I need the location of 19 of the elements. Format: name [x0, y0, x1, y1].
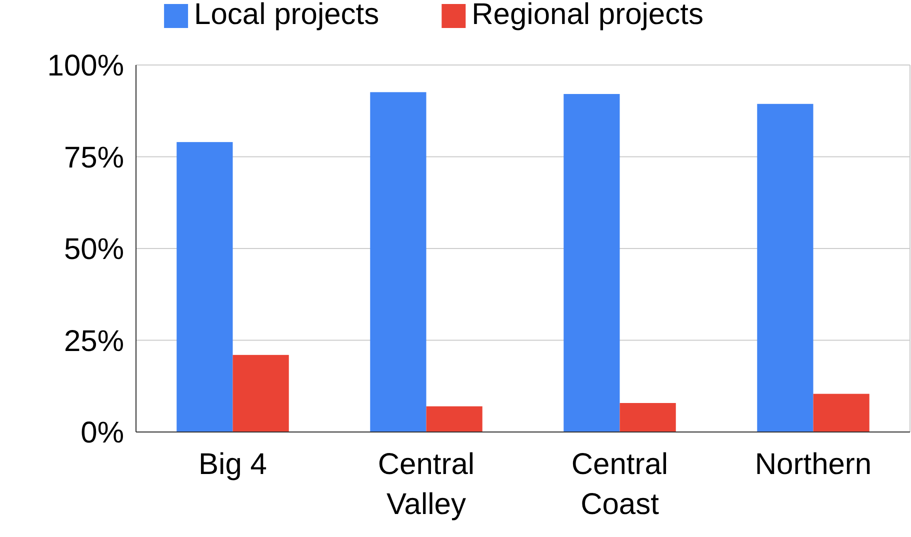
legend-label: Regional projects — [472, 0, 704, 31]
legend-label: Local projects — [194, 0, 380, 31]
bar — [232, 354, 289, 432]
x-tick-label: Northern — [754, 448, 872, 481]
y-tick-label: 100% — [47, 50, 124, 82]
bar — [370, 92, 426, 432]
bar — [757, 104, 814, 432]
bar — [813, 394, 870, 432]
bar — [426, 406, 482, 432]
bar — [176, 142, 233, 432]
y-tick-label: 25% — [64, 324, 124, 358]
bar — [620, 403, 676, 432]
x-tick-label: Central Coast — [571, 448, 668, 521]
y-tick-label: 0% — [80, 416, 124, 450]
y-tick-label: 50% — [64, 233, 124, 266]
y-tick-label: 75% — [64, 141, 124, 174]
x-tick-label: Big 4 — [198, 448, 267, 481]
x-tick-label: Central Valley — [378, 448, 475, 521]
bar — [564, 94, 620, 432]
